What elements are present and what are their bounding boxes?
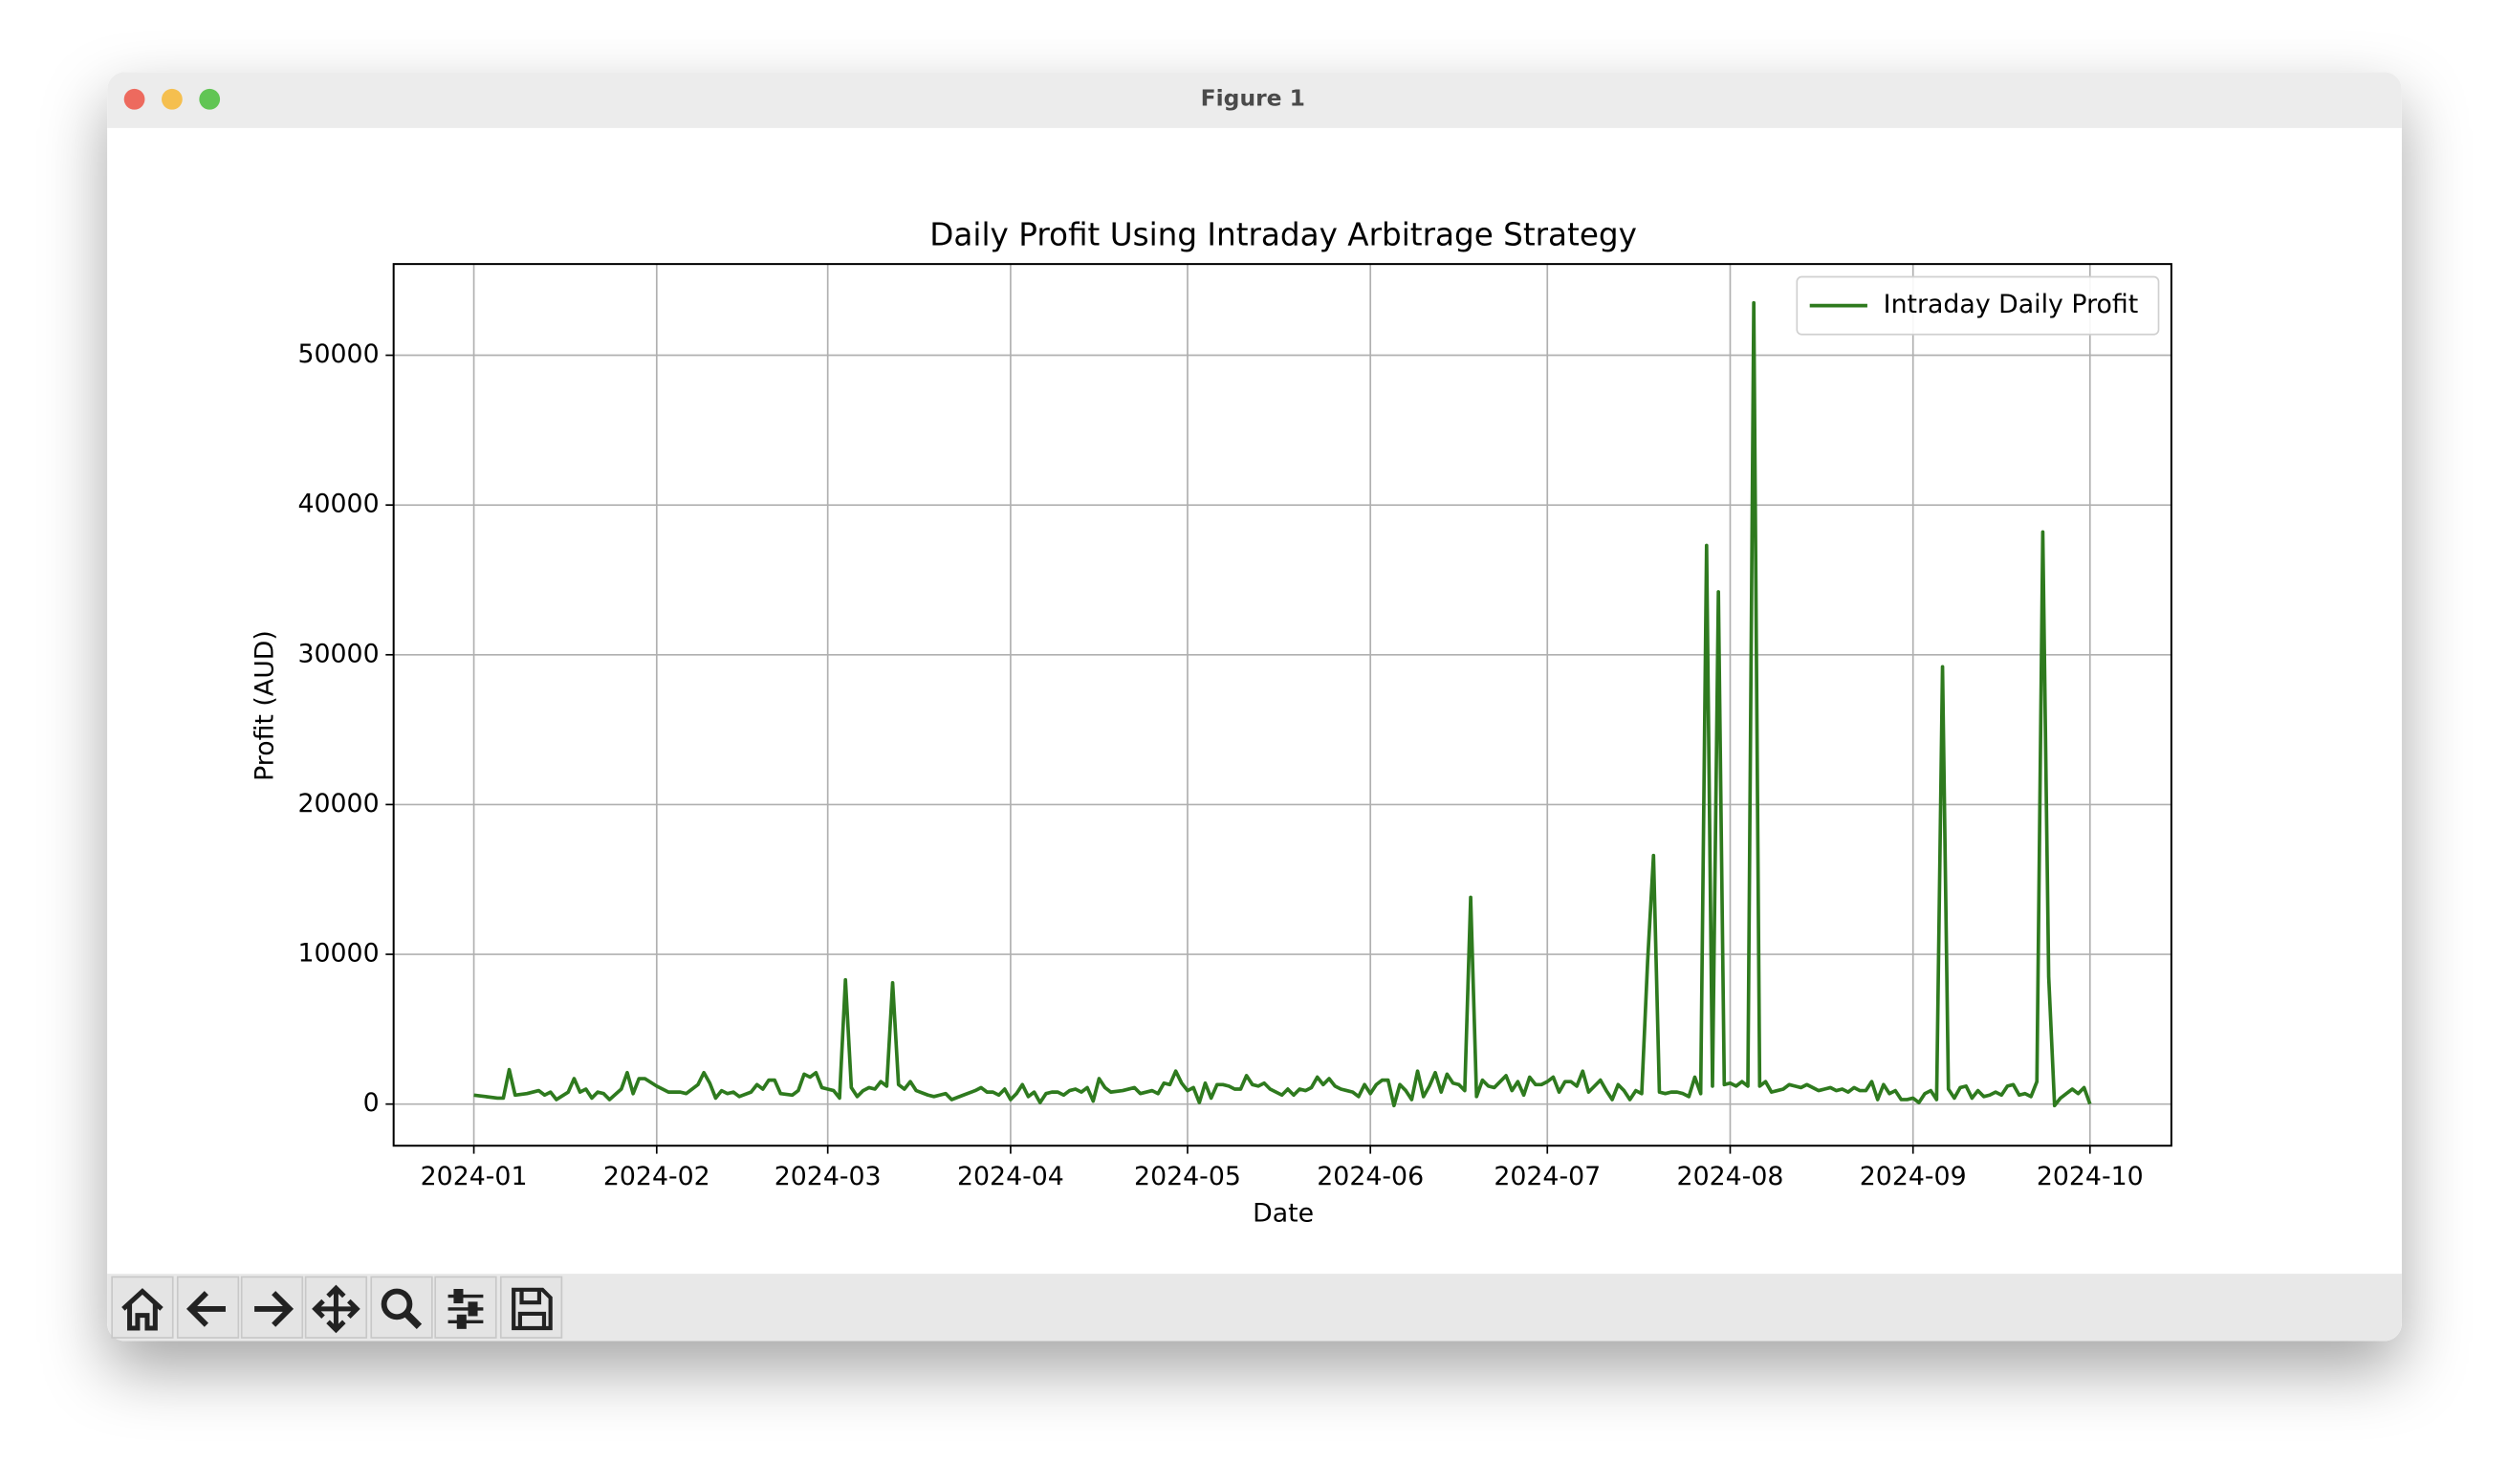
slider-knob <box>456 1314 467 1329</box>
x-tick-label: 2024-08 <box>1677 1162 1784 1191</box>
y-tick-label: 50000 <box>297 339 379 369</box>
save-icon <box>512 1287 553 1331</box>
legend <box>1796 275 2160 336</box>
x-tick-label: 2024-02 <box>603 1162 710 1191</box>
x-tick-label: 2024-07 <box>1494 1162 1601 1191</box>
x-tick-label: 2024-10 <box>2037 1162 2144 1191</box>
y-tick-label: 30000 <box>297 639 379 668</box>
slider-knob <box>468 1301 478 1317</box>
slider-knob <box>453 1288 464 1304</box>
x-tick-label: 2024-04 <box>957 1162 1064 1191</box>
zoom-icon <box>381 1288 413 1320</box>
toolbar <box>107 1274 2402 1342</box>
data-line <box>473 300 2092 1108</box>
close-button[interactable] <box>123 88 145 110</box>
zoom-tool-button[interactable] <box>370 1276 433 1339</box>
plot-area <box>393 264 2171 1146</box>
home-icon <box>121 1288 164 1331</box>
y-axis-label: Profit (AUD) <box>250 630 279 781</box>
zoom-icon-handle <box>404 1311 423 1329</box>
y-tick-label: 40000 <box>297 490 379 519</box>
x-tick-label: 2024-06 <box>1317 1162 1424 1191</box>
y-tick-label: 0 <box>363 1088 380 1118</box>
pan-icon <box>312 1284 360 1334</box>
forward-icon <box>254 1291 295 1327</box>
home-button[interactable] <box>111 1276 174 1339</box>
window-title: Figure 1 <box>1201 84 1305 111</box>
x-axis-label: Date <box>1253 1199 1314 1229</box>
legend-label: Intraday Daily Profit <box>1884 290 2139 319</box>
y-tick-label: 10000 <box>297 939 379 969</box>
x-tick-label: 2024-09 <box>1860 1162 1967 1191</box>
x-tick-label: 2024-03 <box>775 1162 882 1191</box>
x-tick-label: 2024-05 <box>1134 1162 1241 1191</box>
zoom-button[interactable] <box>199 88 221 110</box>
minimize-button[interactable] <box>162 88 183 110</box>
y-tick-label: 20000 <box>297 789 379 818</box>
plot-frame <box>392 263 2172 1147</box>
title-bar <box>107 72 2402 128</box>
chart: Daily Profit Using Intraday Arbitrage St… <box>250 217 2172 1229</box>
chart-title: Daily Profit Using Intraday Arbitrage St… <box>929 217 1637 253</box>
back-icon <box>186 1291 226 1327</box>
x-tick-label: 2024-01 <box>421 1162 528 1191</box>
toolbar-buttons <box>111 1276 563 1339</box>
